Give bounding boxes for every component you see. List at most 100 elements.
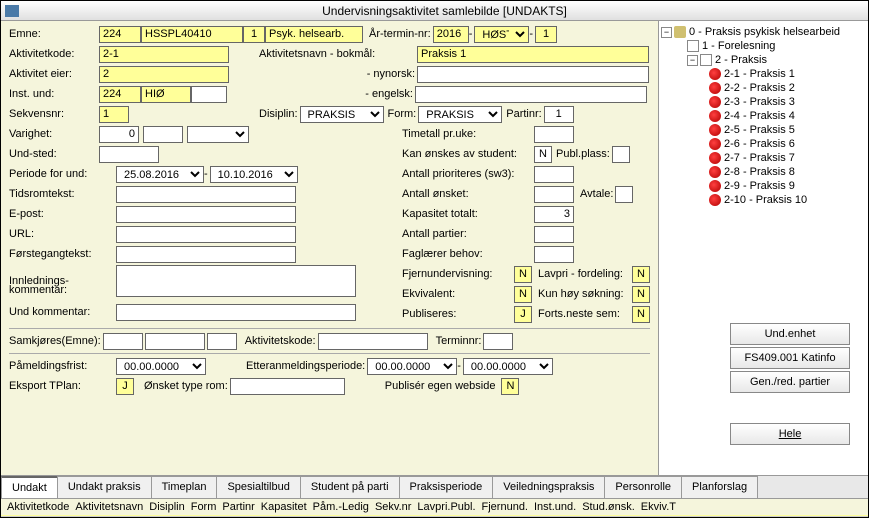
tree-leaf[interactable]: 2-1 - Praksis 1 <box>661 67 866 81</box>
label-kanons: Kan ønskes av student: <box>402 148 532 160</box>
sekvensnr-field[interactable] <box>99 106 129 123</box>
term-select[interactable]: HØST <box>474 26 529 43</box>
label-lavpri: Lavpri - fordeling: <box>538 268 630 280</box>
emne-code1[interactable] <box>99 26 141 43</box>
tree-leaf[interactable]: 2-8 - Praksis 8 <box>661 165 866 179</box>
undkommentar-field[interactable] <box>116 304 356 321</box>
inst-name[interactable] <box>141 86 191 103</box>
emne-code2[interactable] <box>141 26 243 43</box>
tree-node-2[interactable]: − 2 - Praksis <box>661 53 866 67</box>
disiplin-select[interactable]: PRAKSIS <box>300 106 384 123</box>
frist-field[interactable]: 00.00.0000 <box>116 358 206 375</box>
engelsk-field[interactable] <box>415 86 647 103</box>
tab-undakt-praksis[interactable]: Undakt praksis <box>57 476 152 498</box>
aktkode2-field[interactable] <box>318 333 428 350</box>
periode-til[interactable]: 10.10.2016 <box>210 166 298 183</box>
etter-til[interactable]: 00.00.0000 <box>463 358 553 375</box>
label-kunhoy: Kun høy søkning: <box>538 288 630 300</box>
forts-field[interactable] <box>632 306 650 323</box>
year-field[interactable] <box>433 26 469 43</box>
faglaerer-field[interactable] <box>534 246 574 263</box>
aktivitetsnavn-field[interactable] <box>417 46 649 63</box>
tree-leaf[interactable]: 2-10 - Praksis 10 <box>661 193 866 207</box>
tab-personrolle[interactable]: Personrolle <box>604 476 682 498</box>
tab-planforslag[interactable]: Planforslag <box>681 476 758 498</box>
und-enhet-button[interactable]: Und.enhet <box>730 323 850 345</box>
tidsrom-field[interactable] <box>116 186 296 203</box>
partinr-field[interactable] <box>544 106 574 123</box>
fjernund-field[interactable] <box>514 266 532 283</box>
antallons-field[interactable] <box>534 186 574 203</box>
inst-code[interactable] <box>99 86 141 103</box>
tree-leaf[interactable]: 2-6 - Praksis 6 <box>661 137 866 151</box>
antallpri-field[interactable] <box>534 166 574 183</box>
label-partinr: Partinr: <box>506 108 541 120</box>
forstegang-field[interactable] <box>116 246 296 263</box>
label-varighet: Varighet: <box>9 128 97 140</box>
epost-field[interactable] <box>116 206 296 223</box>
kanons-field[interactable] <box>534 146 552 163</box>
tab-undakt[interactable]: Undakt <box>1 476 58 498</box>
undsted-field[interactable] <box>99 146 159 163</box>
collapse-icon[interactable]: − <box>687 55 698 66</box>
tree-root[interactable]: − 0 - Praksis psykisk helsearbeid <box>661 25 866 39</box>
emne-ver[interactable] <box>243 26 265 43</box>
emne-name[interactable] <box>265 26 363 43</box>
varighet-extra[interactable] <box>143 126 183 143</box>
tree-leaf[interactable]: 2-2 - Praksis 2 <box>661 81 866 95</box>
column-header: Aktivitetsnavn <box>75 501 143 513</box>
tree-leaf[interactable]: 2-5 - Praksis 5 <box>661 123 866 137</box>
tab-student-på-parti[interactable]: Student på parti <box>300 476 400 498</box>
ekviv-field[interactable] <box>514 286 532 303</box>
onsketrom-field[interactable] <box>230 378 345 395</box>
termnr-field[interactable] <box>535 26 557 43</box>
lavpri-field[interactable] <box>632 266 650 283</box>
publ-field[interactable] <box>514 306 532 323</box>
aktivitetkode-field[interactable] <box>99 46 229 63</box>
aktivitet-eier-field[interactable] <box>99 66 229 83</box>
label-aktkode: Aktivitetkode: <box>9 48 97 60</box>
column-header: Inst.und. <box>534 501 576 513</box>
samkjores-1[interactable] <box>103 333 143 350</box>
samkjores-2[interactable] <box>145 333 205 350</box>
button-panel: Und.enhet FS409.001 Katinfo Gen./red. pa… <box>730 323 860 445</box>
tab-praksisperiode[interactable]: Praksisperiode <box>399 476 494 498</box>
publplass-field[interactable] <box>612 146 630 163</box>
terminnr2-field[interactable] <box>483 333 513 350</box>
katinfo-button[interactable]: FS409.001 Katinfo <box>730 347 850 369</box>
publweb-field[interactable] <box>501 378 519 395</box>
varighet-unit[interactable] <box>187 126 249 143</box>
nynorsk-field[interactable] <box>417 66 649 83</box>
varighet-field[interactable] <box>99 126 139 143</box>
antallpart-field[interactable] <box>534 226 574 243</box>
gen-red-button[interactable]: Gen./red. partier <box>730 371 850 393</box>
form-select[interactable]: PRAKSIS <box>418 106 502 123</box>
tab-veiledningspraksis[interactable]: Veiledningspraksis <box>492 476 605 498</box>
tree-leaf[interactable]: 2-9 - Praksis 9 <box>661 179 866 193</box>
url-field[interactable] <box>116 226 296 243</box>
etter-fra[interactable]: 00.00.0000 <box>367 358 457 375</box>
kunhoy-field[interactable] <box>632 286 650 303</box>
timetall-field[interactable] <box>534 126 574 143</box>
avtale-field[interactable] <box>615 186 633 203</box>
periode-fra[interactable]: 25.08.2016 <box>116 166 204 183</box>
window-title: Undervisningsaktivitet samlebilde [UNDAK… <box>25 4 864 18</box>
apple-icon <box>709 124 721 136</box>
kapasitet-field[interactable] <box>534 206 574 223</box>
inst-extra[interactable] <box>191 86 227 103</box>
label-instund: Inst. und: <box>9 88 97 100</box>
tree-leaf[interactable]: 2-4 - Praksis 4 <box>661 109 866 123</box>
tree-leaf[interactable]: 2-3 - Praksis 3 <box>661 95 866 109</box>
eksport-field[interactable] <box>116 378 134 395</box>
samkjores-3[interactable] <box>207 333 237 350</box>
collapse-icon[interactable]: − <box>661 27 672 38</box>
tree-leaf[interactable]: 2-7 - Praksis 7 <box>661 151 866 165</box>
tree-node-1[interactable]: 1 - Forelesning <box>661 39 866 53</box>
tab-timeplan[interactable]: Timeplan <box>151 476 218 498</box>
label-samkjores: Samkjøres(Emne): <box>9 335 101 347</box>
innlednings-field[interactable] <box>116 265 356 297</box>
tabs-row: UndaktUndakt praksisTimeplanSpesialtilbu… <box>1 475 868 498</box>
hele-button[interactable]: Hele <box>730 423 850 445</box>
tab-spesialtilbud[interactable]: Spesialtilbud <box>216 476 300 498</box>
label-faglaerer: Faglærer behov: <box>402 248 532 260</box>
